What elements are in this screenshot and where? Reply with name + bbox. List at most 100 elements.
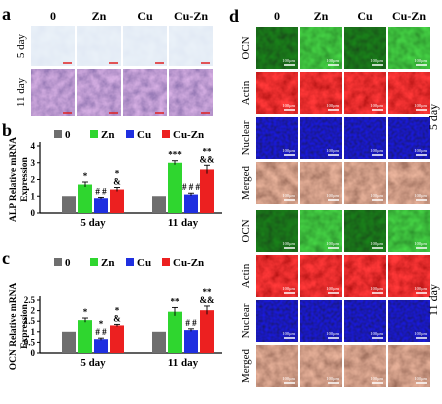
y-axis-label: Expression	[20, 156, 30, 201]
bar-zn	[168, 162, 182, 213]
micrograph-merged	[344, 345, 386, 387]
panel-a-column-label: Cu-Zn	[174, 9, 208, 23]
y-tick-label: 0.5	[24, 337, 36, 347]
significance-mark: # #	[185, 318, 197, 328]
scale-bar-label: 100μm	[326, 376, 339, 381]
bar-0	[62, 331, 76, 353]
x-category-label: 11 day	[168, 217, 199, 229]
micrograph-actin	[388, 72, 430, 114]
scale-bar-label: 100μm	[370, 241, 383, 246]
micrograph-ocn	[344, 210, 386, 252]
micrograph-stained	[123, 26, 167, 66]
scale-bar-label: 100μm	[282, 286, 295, 291]
scale-bar-label: 100μm	[370, 103, 383, 108]
bar-cu-zn	[110, 325, 124, 353]
bar-0	[152, 331, 166, 353]
micrograph-actin	[256, 72, 298, 114]
significance-mark: **	[203, 146, 213, 156]
y-tick-label: 4	[31, 141, 36, 151]
significance-mark: *	[83, 307, 88, 317]
panel-d-day-label: 11 day	[426, 284, 440, 316]
scale-bar-label: 100μm	[370, 331, 383, 336]
significance-mark: **	[203, 287, 213, 297]
scale-bar-label: 100μm	[282, 376, 295, 381]
panel-a-column-label: Zn	[92, 9, 107, 23]
micrograph-ocn	[344, 27, 386, 69]
micrograph-ocn	[256, 210, 298, 252]
legend-label: Cu-Zn	[173, 257, 204, 269]
significance-mark: *	[115, 169, 120, 179]
legend-swatch	[90, 258, 98, 266]
panel-d-day-label: 5 day	[426, 104, 440, 130]
bar-zn	[78, 320, 92, 353]
scale-bar-label: 100μm	[414, 148, 427, 153]
x-category-label: 11 day	[168, 357, 199, 369]
micrograph-nuclear	[256, 300, 298, 342]
scale-bar-label: 100μm	[370, 193, 383, 198]
micrograph-nuclear	[300, 117, 342, 159]
scale-bar-label: 100μm	[414, 193, 427, 198]
x-category-label: 5 day	[80, 217, 106, 229]
micrograph-stained	[77, 69, 121, 116]
scale-bar-label: 100μm	[414, 376, 427, 381]
significance-mark: &&	[200, 154, 215, 164]
scale-bar-label: 100μm	[326, 58, 339, 63]
bar-cu	[184, 330, 198, 353]
legend-label: Zn	[101, 129, 114, 141]
micrograph-ocn	[388, 210, 430, 252]
micrograph-merged	[256, 345, 298, 387]
micrograph-nuclear	[344, 117, 386, 159]
panel-a-letter: a	[2, 4, 11, 24]
significance-mark: # # #	[182, 182, 201, 192]
panel-a-column-label: Cu	[137, 9, 153, 23]
micrograph-nuclear	[344, 300, 386, 342]
micrograph-ocn	[256, 27, 298, 69]
y-tick-label: 0	[31, 348, 36, 358]
legend-label: Zn	[101, 257, 114, 269]
legend-swatch	[126, 130, 134, 138]
significance-mark: **	[171, 296, 181, 306]
bar-cu-zn	[110, 189, 124, 213]
panel-d-column-label: Cu	[357, 9, 373, 23]
scale-bar-label: 100μm	[282, 241, 295, 246]
micrograph-merged	[388, 345, 430, 387]
significance-mark: *	[99, 319, 104, 329]
micrograph-ocn	[300, 27, 342, 69]
y-tick-label: 2	[31, 175, 36, 185]
scale-bar-label: 100μm	[414, 331, 427, 336]
panel-d-column-label: 0	[274, 9, 280, 23]
legend-label: Cu	[137, 257, 151, 269]
panel-d-row-label: Merged	[240, 165, 252, 200]
legend-label: Cu-Zn	[173, 129, 204, 141]
micrograph-ocn	[300, 210, 342, 252]
micrograph-merged	[388, 162, 430, 204]
scale-bar-label: 100μm	[414, 286, 427, 291]
micrograph-merged	[300, 345, 342, 387]
micrograph-actin	[300, 72, 342, 114]
micrograph-stained	[123, 69, 167, 116]
micrograph-actin	[388, 255, 430, 297]
y-tick-label: 3	[31, 158, 36, 168]
micrograph-stained	[169, 69, 213, 116]
panel-b-letter: b	[2, 120, 12, 140]
x-category-label: 5 day	[80, 357, 106, 369]
scale-bar-label: 100μm	[326, 241, 339, 246]
significance-mark: *	[83, 171, 88, 181]
legend-swatch	[162, 130, 170, 138]
panel-d-column-label: Cu-Zn	[392, 9, 426, 23]
scale-bar-label: 100μm	[282, 148, 295, 153]
panel-d-row-label: Actin	[240, 80, 252, 105]
y-axis-label: ALP Relative mRNA	[9, 137, 19, 222]
legend-label: 0	[65, 129, 71, 141]
significance-mark: &&	[200, 295, 215, 305]
significance-mark: ***	[168, 150, 182, 160]
panel-d-letter: d	[229, 6, 239, 26]
legend-swatch	[126, 258, 134, 266]
legend-swatch	[90, 130, 98, 138]
y-tick-label: 2	[31, 306, 36, 316]
micrograph-merged	[300, 162, 342, 204]
micrograph-merged	[256, 162, 298, 204]
micrograph-nuclear	[300, 300, 342, 342]
scale-bar-label: 100μm	[282, 103, 295, 108]
